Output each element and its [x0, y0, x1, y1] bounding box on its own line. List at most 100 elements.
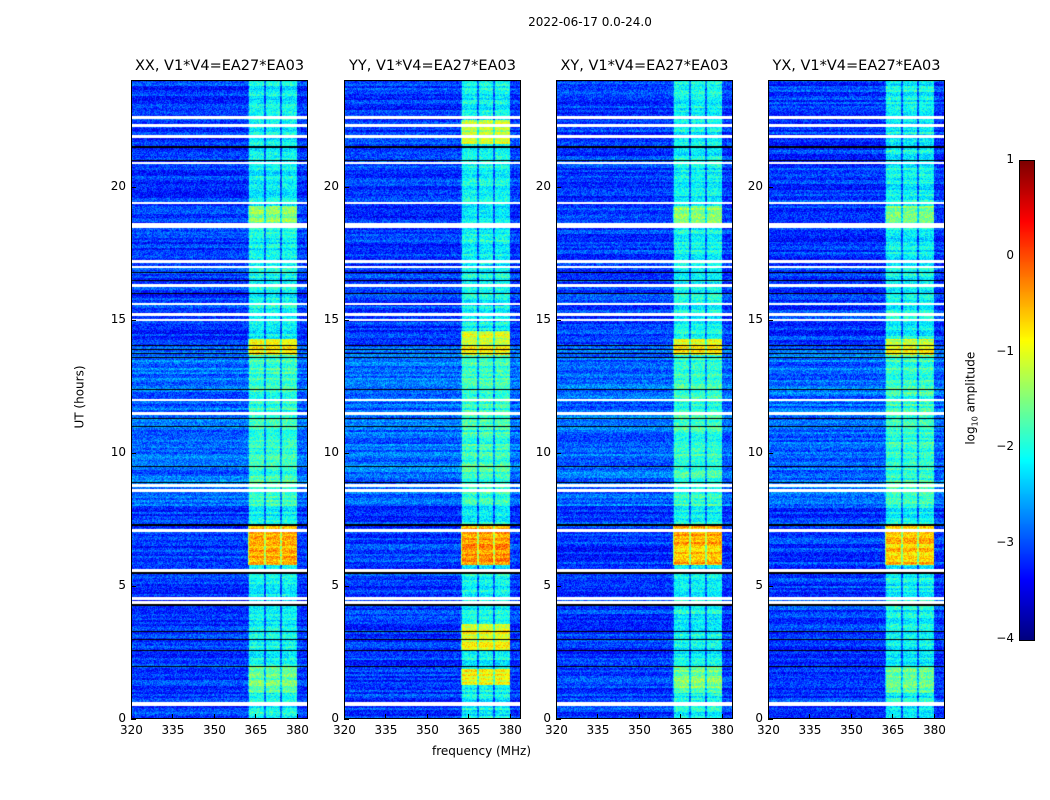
spectrogram-heatmap [556, 80, 733, 719]
x-tick-label: 365 [457, 723, 481, 737]
y-tick-mark [768, 186, 773, 188]
colorbar-tick-label: −3 [996, 535, 1014, 550]
y-tick-label: 5 [543, 577, 551, 592]
y-tick-label: 0 [543, 711, 551, 725]
y-tick-label: 15 [110, 311, 126, 326]
figure-title: 2022-06-17 0.0-24.0 [528, 15, 652, 29]
colorbar-tick-label: 0 [1006, 247, 1014, 262]
y-tick-label: 15 [535, 311, 551, 326]
y-tick-label: 5 [755, 577, 763, 592]
x-tick-label: 365 [881, 723, 905, 737]
axes-frame [768, 80, 945, 719]
spectrogram-heatmap [344, 80, 521, 719]
colorbar [1019, 160, 1035, 641]
panel-title: YX, V1*V4=EA27*EA03 [772, 58, 941, 74]
x-tick-label: 335 [586, 723, 610, 737]
x-tick-label: 365 [244, 723, 268, 737]
y-tick-label: 0 [331, 711, 339, 725]
x-tick-mark [556, 714, 557, 719]
x-tick-label: 380 [285, 723, 309, 737]
x-tick-mark [638, 714, 640, 719]
x-tick-mark [809, 714, 811, 719]
colorbar-tick-label: 1 [1006, 152, 1014, 166]
x-tick-mark [296, 714, 298, 719]
x-tick-mark [933, 714, 935, 719]
y-tick-label: 5 [331, 577, 339, 592]
x-tick-label: 350 [627, 723, 651, 737]
y-tick-mark [344, 319, 349, 321]
panel-1: YY, V1*V4=EA27*EA03 320 335 350 365 380 0 5 10 15… [324, 58, 522, 737]
x-tick-label: 350 [202, 723, 226, 737]
panel-3: YX, V1*V4=EA27*EA03 320 335 350 365 380 0 5 10 15… [748, 58, 946, 737]
x-tick-mark [172, 714, 174, 719]
y-tick-mark [556, 186, 561, 188]
x-tick-label: 320 [545, 723, 568, 737]
x-tick-label: 365 [669, 723, 693, 737]
x-tick-label: 380 [922, 723, 946, 737]
y-tick-mark [131, 319, 136, 321]
x-tick-mark [344, 714, 345, 719]
y-tick-label: 20 [535, 178, 551, 193]
x-axis-label: frequency (MHz) [432, 744, 532, 758]
y-tick-mark [131, 719, 136, 720]
colorbar-tick-label: −2 [996, 439, 1014, 454]
y-tick-mark [556, 319, 561, 321]
panel-title: YY, V1*V4=EA27*EA03 [349, 58, 516, 74]
colorbar-label: log10 amplitude [963, 351, 980, 445]
x-tick-mark [721, 714, 723, 719]
y-tick-mark [556, 719, 561, 720]
x-tick-label: 320 [120, 723, 143, 737]
axes-frame [556, 80, 733, 719]
y-tick-label: 0 [755, 711, 763, 725]
spectrogram-heatmap [131, 80, 308, 719]
y-tick-mark [344, 452, 349, 454]
y-tick-label: 10 [110, 444, 126, 459]
x-tick-mark [385, 714, 387, 719]
x-tick-mark [426, 714, 428, 719]
y-tick-mark [131, 186, 136, 188]
axes-frame [131, 80, 308, 719]
panel-title: XX, V1*V4=EA27*EA03 [134, 58, 305, 74]
y-tick-label: 20 [110, 178, 126, 193]
y-tick-mark [556, 452, 561, 454]
y-axis-label: UT (hours) [72, 365, 87, 429]
y-tick-mark [768, 319, 773, 321]
x-tick-mark [131, 714, 132, 719]
x-tick-mark [850, 714, 852, 719]
x-tick-label: 335 [161, 723, 185, 737]
x-tick-label: 335 [374, 723, 398, 737]
y-tick-label: 10 [535, 444, 551, 459]
y-tick-label: 10 [323, 444, 339, 459]
x-tick-label: 380 [498, 723, 522, 737]
x-tick-mark [768, 714, 769, 719]
y-tick-mark [768, 585, 773, 587]
y-tick-label: 5 [118, 577, 126, 592]
y-tick-mark [768, 719, 773, 720]
x-tick-mark [892, 714, 894, 719]
panel-2: XY, V1*V4=EA27*EA03 320 335 350 365 380 0 5 10 15… [536, 58, 734, 737]
x-tick-label: 335 [798, 723, 822, 737]
y-tick-label: 0 [118, 711, 126, 725]
y-tick-label: 15 [747, 311, 763, 326]
colorbar-tick-label: −4 [996, 631, 1014, 645]
x-tick-label: 320 [757, 723, 780, 737]
y-tick-mark [131, 585, 136, 587]
x-tick-mark [213, 714, 215, 719]
y-tick-mark [344, 719, 349, 720]
x-tick-mark [255, 714, 257, 719]
y-tick-label: 20 [747, 178, 763, 193]
x-tick-mark [468, 714, 470, 719]
x-tick-mark [680, 714, 682, 719]
y-tick-mark [768, 452, 773, 454]
y-tick-label: 10 [747, 444, 763, 459]
y-tick-mark [131, 452, 136, 454]
x-tick-label: 350 [415, 723, 439, 737]
x-tick-label: 350 [839, 723, 863, 737]
x-tick-label: 320 [333, 723, 356, 737]
x-tick-mark [597, 714, 599, 719]
y-tick-mark [344, 186, 349, 188]
spectrogram-heatmap [768, 80, 945, 719]
panel-title: XY, V1*V4=EA27*EA03 [560, 58, 729, 74]
x-tick-mark [509, 714, 511, 719]
y-tick-mark [556, 585, 561, 587]
